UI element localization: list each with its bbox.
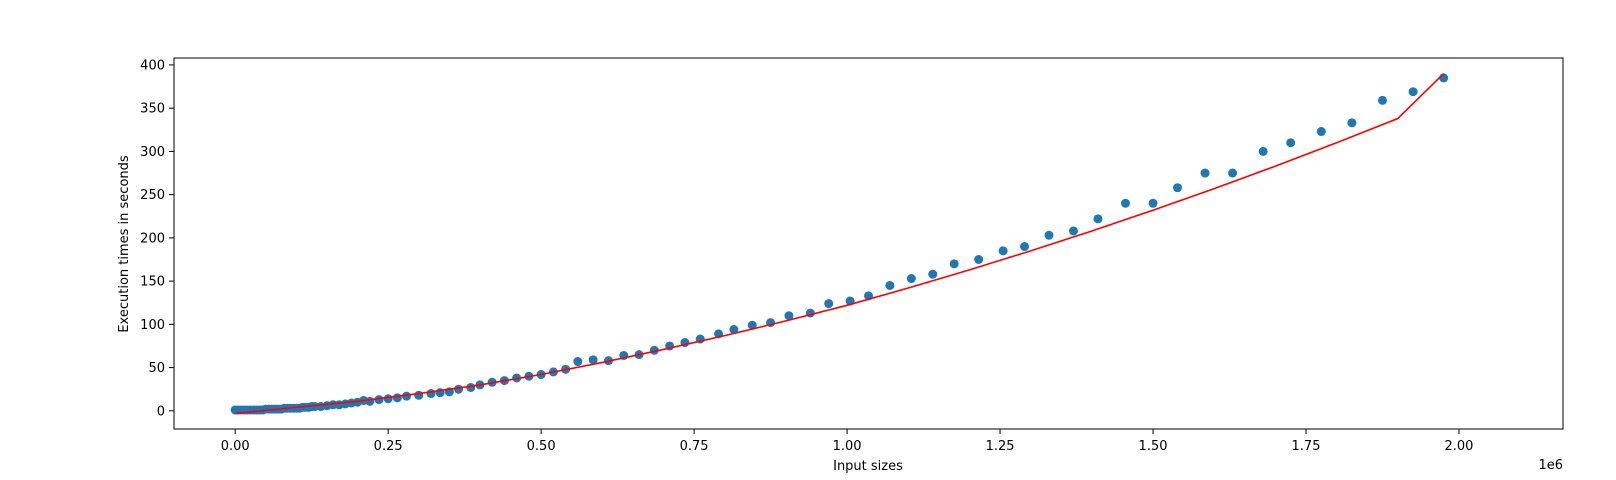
data-point: [383, 394, 393, 404]
x-tick-label: 1.00: [833, 439, 862, 454]
data-point: [1439, 73, 1449, 83]
axes-background: [174, 58, 1563, 429]
data-point: [1148, 198, 1158, 208]
data-point: [426, 389, 436, 399]
y-tick-label: 0: [157, 404, 165, 419]
data-point: [392, 393, 402, 403]
data-point: [974, 254, 984, 264]
data-point: [1258, 146, 1268, 156]
data-point: [454, 384, 464, 394]
data-point: [573, 357, 583, 367]
data-point: [402, 391, 412, 401]
y-tick-label: 200: [140, 231, 165, 246]
data-point: [1316, 127, 1326, 137]
y-tick-label: 350: [140, 102, 165, 117]
x-tick-label: 1.75: [1292, 439, 1321, 454]
y-tick-label: 400: [140, 58, 165, 73]
y-tick-label: 250: [140, 188, 165, 203]
y-axis-label: Execution times in seconds: [117, 155, 132, 333]
axes-frame: [173, 57, 1564, 430]
y-tick-label: 300: [140, 145, 165, 160]
data-point: [784, 311, 794, 321]
data-point: [747, 320, 757, 330]
data-point: [1093, 214, 1103, 224]
y-tick-label: 50: [148, 361, 165, 376]
data-point: [1408, 87, 1418, 97]
data-point: [374, 395, 384, 405]
data-point: [928, 269, 938, 279]
data-point: [1377, 95, 1387, 105]
data-point: [1044, 230, 1054, 240]
x-tick-label: 0.50: [527, 439, 556, 454]
data-point: [466, 382, 476, 392]
data-point: [906, 274, 916, 284]
x-tick-label: 0.75: [680, 439, 709, 454]
y-tick-label: 150: [140, 275, 165, 290]
data-point: [1020, 242, 1030, 252]
data-point: [1120, 198, 1130, 208]
data-point: [824, 299, 834, 309]
x-tick-label: 0.25: [374, 439, 403, 454]
data-point: [1173, 183, 1183, 193]
data-point: [1286, 138, 1296, 148]
data-point: [1200, 168, 1210, 178]
x-tick-label: 1.25: [986, 439, 1015, 454]
data-point: [365, 396, 375, 406]
y-tick-label: 100: [140, 318, 165, 333]
x-axis-label: Input sizes: [833, 459, 903, 474]
x-axis: 0.00 0.25 0.50 0.75 1.00 1.25 1.50 1.75 2.00: [221, 429, 1474, 454]
fit-line-layer: [235, 72, 1445, 415]
x-tick-label: 2.00: [1445, 439, 1474, 454]
data-point: [1068, 226, 1078, 236]
data-point: [885, 280, 895, 290]
data-point: [414, 390, 424, 400]
x-offset-label: 1e6: [1538, 458, 1563, 473]
data-point: [1228, 168, 1238, 178]
y-axis: 0 50 100 150 200 250 300 350 400: [140, 58, 174, 419]
data-point: [588, 355, 598, 365]
data-point: [729, 325, 739, 335]
x-tick-label: 0.00: [221, 439, 250, 454]
data-point: [1347, 118, 1357, 128]
fit-line: [235, 72, 1445, 415]
x-tick-label: 1.50: [1139, 439, 1168, 454]
plot-area: [174, 58, 1563, 429]
data-point: [998, 246, 1008, 256]
data-point: [949, 259, 959, 269]
